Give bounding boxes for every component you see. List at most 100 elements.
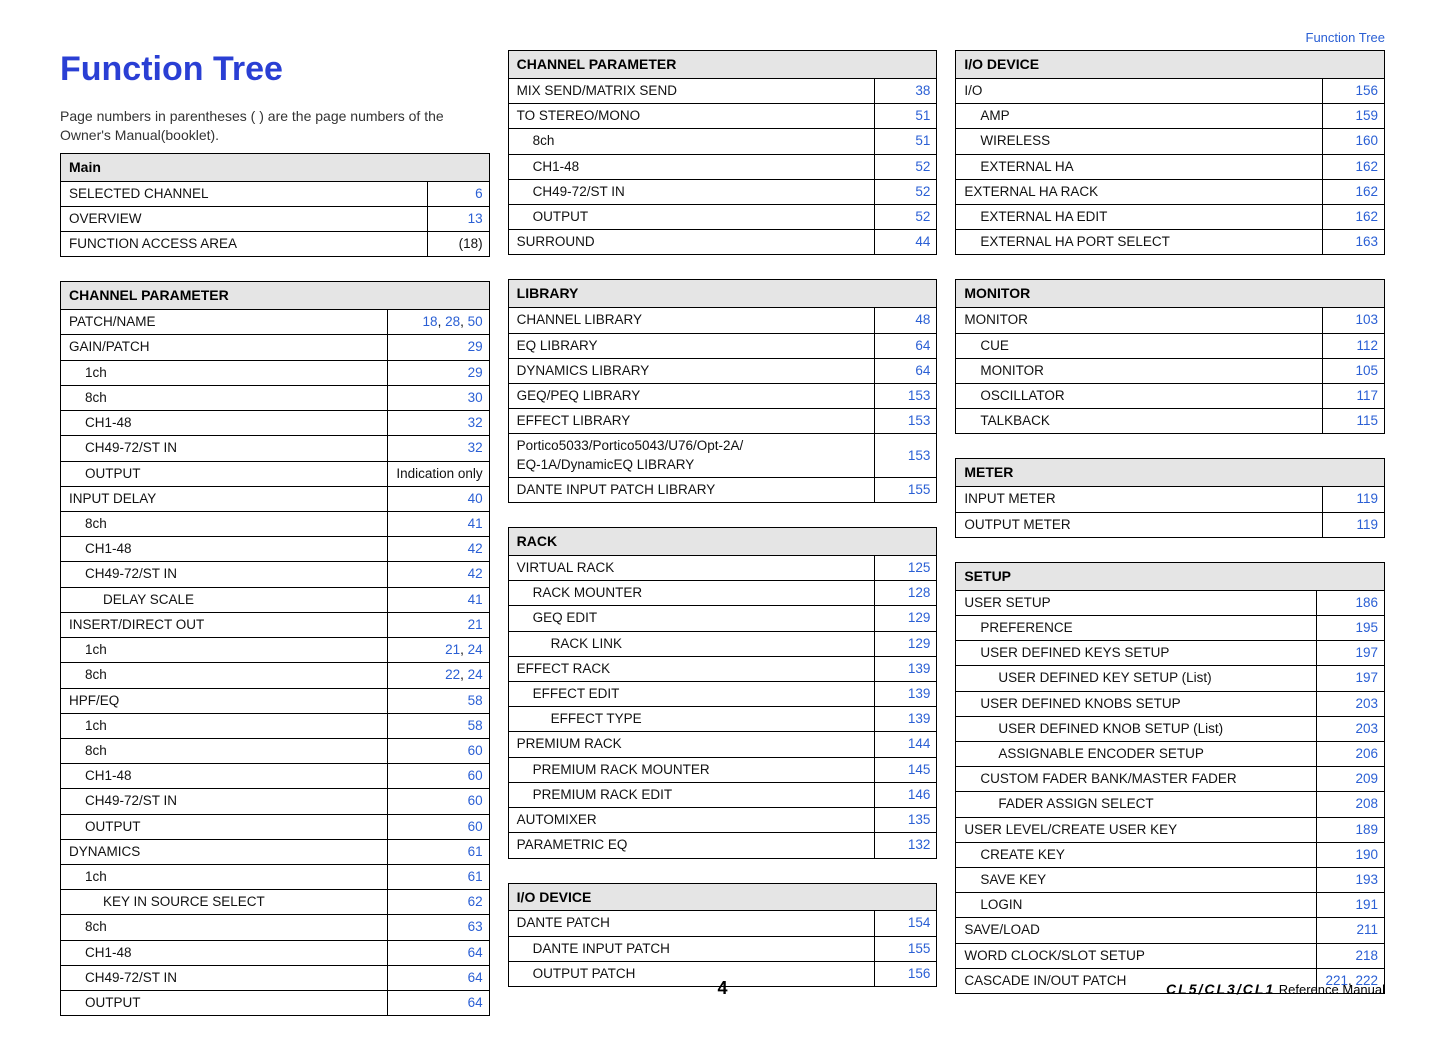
page-ref[interactable]: 29 bbox=[468, 339, 483, 354]
page-ref[interactable]: 155 bbox=[908, 482, 931, 497]
page-ref[interactable]: 6 bbox=[475, 186, 483, 201]
page-ref[interactable]: 139 bbox=[908, 686, 931, 701]
page-ref[interactable]: 61 bbox=[468, 844, 483, 859]
page-ref[interactable]: 103 bbox=[1355, 312, 1378, 327]
table-row: 8ch41 bbox=[61, 511, 490, 536]
page-ref[interactable]: 156 bbox=[1355, 83, 1378, 98]
page-ref[interactable]: 145 bbox=[908, 762, 931, 777]
page-ref[interactable]: 191 bbox=[1355, 897, 1378, 912]
page-ref[interactable]: 42 bbox=[468, 541, 483, 556]
page-ref[interactable]: 197 bbox=[1355, 670, 1378, 685]
page-ref[interactable]: 115 bbox=[1356, 413, 1378, 428]
page-ref[interactable]: 63 bbox=[468, 919, 483, 934]
page-ref[interactable]: 52 bbox=[915, 209, 930, 224]
page-ref[interactable]: 52 bbox=[915, 184, 930, 199]
page-ref[interactable]: 208 bbox=[1355, 796, 1378, 811]
page-ref[interactable]: 153 bbox=[908, 448, 931, 463]
page-ref[interactable]: 62 bbox=[468, 894, 483, 909]
page-ref[interactable]: 139 bbox=[908, 711, 931, 726]
page-ref[interactable]: 197 bbox=[1355, 645, 1378, 660]
page-ref[interactable]: 60 bbox=[468, 768, 483, 783]
page-ref[interactable]: 132 bbox=[908, 837, 931, 852]
row-label: EQ LIBRARY bbox=[508, 333, 875, 358]
page-ref[interactable]: 18 bbox=[423, 314, 438, 329]
page-ref[interactable]: 159 bbox=[1355, 108, 1378, 123]
page-ref[interactable]: 162 bbox=[1355, 159, 1378, 174]
page-ref[interactable]: 58 bbox=[468, 693, 483, 708]
page-ref[interactable]: 38 bbox=[915, 83, 930, 98]
row-label: 8ch bbox=[61, 663, 388, 688]
header-link[interactable]: Function Tree bbox=[1306, 30, 1386, 45]
page-ref[interactable]: 21 bbox=[445, 642, 460, 657]
page-ref[interactable]: 64 bbox=[468, 970, 483, 985]
page-ref[interactable]: 60 bbox=[468, 743, 483, 758]
page-ref[interactable]: 52 bbox=[915, 159, 930, 174]
page-ref[interactable]: 128 bbox=[908, 585, 931, 600]
page-ref[interactable]: 24 bbox=[468, 642, 483, 657]
page-ref[interactable]: 139 bbox=[908, 661, 931, 676]
page-ref[interactable]: 155 bbox=[908, 941, 931, 956]
page-ref[interactable]: 135 bbox=[908, 812, 931, 827]
page-ref[interactable]: 203 bbox=[1355, 721, 1378, 736]
page-ref[interactable]: 144 bbox=[908, 736, 931, 751]
page-ref[interactable]: 203 bbox=[1355, 696, 1378, 711]
page-ref[interactable]: 129 bbox=[908, 610, 931, 625]
page-ref[interactable]: 153 bbox=[908, 413, 931, 428]
table-row: USER SETUP186 bbox=[956, 590, 1385, 615]
page-ref[interactable]: 153 bbox=[908, 388, 931, 403]
page-ref[interactable]: 60 bbox=[468, 819, 483, 834]
page-ref[interactable]: 41 bbox=[468, 592, 483, 607]
page-ref[interactable]: 162 bbox=[1355, 209, 1378, 224]
page-ref[interactable]: 30 bbox=[468, 390, 483, 405]
page-ref[interactable]: 48 bbox=[915, 312, 930, 327]
row-page: 52 bbox=[875, 204, 937, 229]
page-ref[interactable]: 42 bbox=[468, 566, 483, 581]
page-ref[interactable]: 119 bbox=[1356, 491, 1378, 506]
page-ref[interactable]: 156 bbox=[908, 966, 931, 981]
page-ref[interactable]: 32 bbox=[468, 415, 483, 430]
page-ref[interactable]: 22 bbox=[445, 667, 460, 682]
page-ref[interactable]: 189 bbox=[1355, 822, 1378, 837]
page-ref[interactable]: 154 bbox=[908, 915, 931, 930]
page-ref[interactable]: 190 bbox=[1355, 847, 1378, 862]
page-ref[interactable]: 41 bbox=[468, 516, 483, 531]
table-row: 1ch58 bbox=[61, 713, 490, 738]
page-ref[interactable]: 186 bbox=[1355, 595, 1378, 610]
row-label: WORD CLOCK/SLOT SETUP bbox=[956, 943, 1317, 968]
page-ref[interactable]: 24 bbox=[468, 667, 483, 682]
page-ref[interactable]: 160 bbox=[1355, 133, 1378, 148]
page-ref[interactable]: 162 bbox=[1355, 184, 1378, 199]
page-ref[interactable]: 64 bbox=[915, 363, 930, 378]
page-ref[interactable]: 58 bbox=[468, 718, 483, 733]
page-ref[interactable]: 209 bbox=[1355, 771, 1378, 786]
page-ref[interactable]: 60 bbox=[468, 793, 483, 808]
page-ref[interactable]: 64 bbox=[468, 945, 483, 960]
page-ref[interactable]: 211 bbox=[1356, 922, 1378, 937]
page-ref[interactable]: 40 bbox=[468, 491, 483, 506]
page-ref[interactable]: 32 bbox=[468, 440, 483, 455]
page-ref[interactable]: 117 bbox=[1356, 388, 1378, 403]
page-ref[interactable]: 28 bbox=[445, 314, 460, 329]
table-row: 8ch63 bbox=[61, 915, 490, 940]
page-ref[interactable]: 64 bbox=[468, 995, 483, 1010]
page-ref[interactable]: 13 bbox=[468, 211, 483, 226]
page-ref[interactable]: 129 bbox=[908, 636, 931, 651]
page-ref[interactable]: 44 bbox=[915, 234, 930, 249]
page-ref[interactable]: 193 bbox=[1355, 872, 1378, 887]
page-ref[interactable]: 163 bbox=[1355, 234, 1378, 249]
page-ref[interactable]: 64 bbox=[915, 338, 930, 353]
page-ref[interactable]: 50 bbox=[468, 314, 483, 329]
page-ref[interactable]: 29 bbox=[468, 365, 483, 380]
page-ref[interactable]: 146 bbox=[908, 787, 931, 802]
page-ref[interactable]: 105 bbox=[1355, 363, 1378, 378]
page-ref[interactable]: 112 bbox=[1356, 338, 1378, 353]
page-ref[interactable]: 218 bbox=[1355, 948, 1378, 963]
page-ref[interactable]: 206 bbox=[1355, 746, 1378, 761]
page-ref[interactable]: 119 bbox=[1356, 517, 1378, 532]
page-ref[interactable]: 21 bbox=[468, 617, 483, 632]
page-ref[interactable]: 51 bbox=[915, 133, 930, 148]
page-ref[interactable]: 195 bbox=[1355, 620, 1378, 635]
page-ref[interactable]: 61 bbox=[468, 869, 483, 884]
page-ref[interactable]: 51 bbox=[915, 108, 930, 123]
page-ref[interactable]: 125 bbox=[908, 560, 931, 575]
